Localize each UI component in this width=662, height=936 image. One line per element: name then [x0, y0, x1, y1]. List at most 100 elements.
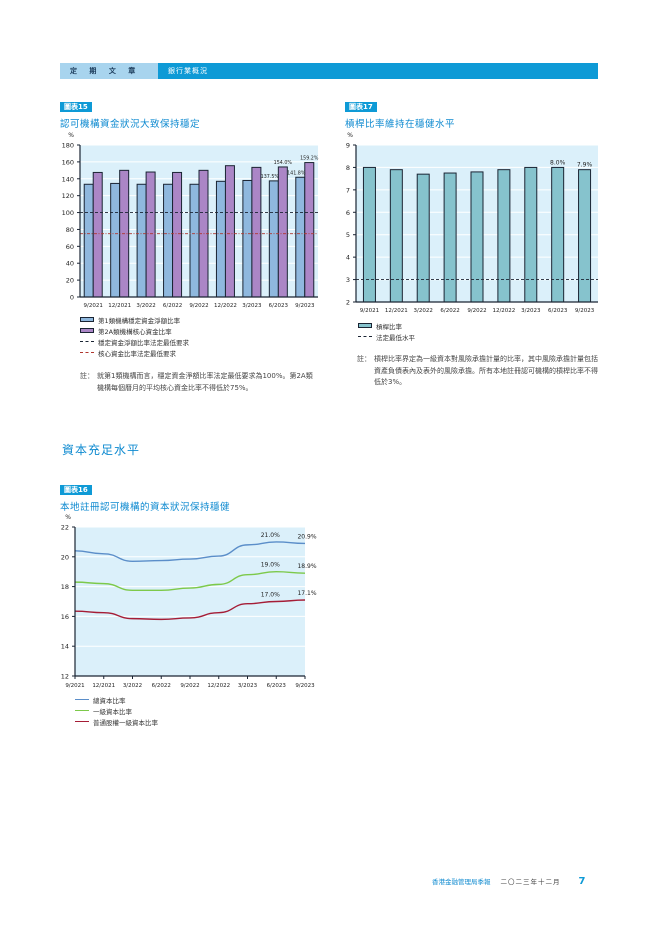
chart15-header: 圖表15 認可機構資金狀況大致保持穩定 [60, 94, 200, 130]
chart16-tag: 圖表16 [60, 485, 92, 495]
svg-text:12/2021: 12/2021 [385, 308, 408, 314]
running-header: 定 期 文 章 銀行業概況 [60, 63, 598, 79]
svg-text:8: 8 [346, 164, 350, 172]
svg-text:9/2021: 9/2021 [84, 303, 103, 309]
legend-label: 第2A類機構核心資金比率 [98, 327, 172, 336]
legend-label: 一級資本比率 [93, 707, 132, 716]
svg-text:3: 3 [346, 276, 350, 284]
svg-text:137.5%: 137.5% [261, 174, 280, 180]
legend-line-blue [75, 699, 89, 700]
svg-text:22: 22 [61, 524, 69, 532]
svg-text:80: 80 [66, 226, 74, 234]
svg-text:9/2022: 9/2022 [189, 303, 208, 309]
svg-text:160: 160 [62, 158, 74, 166]
svg-text:9/2023: 9/2023 [575, 308, 595, 314]
svg-text:120: 120 [62, 192, 74, 200]
legend-label: 第1類機構穩定資金淨額比率 [98, 316, 181, 325]
svg-text:0: 0 [70, 294, 74, 302]
svg-text:9/2023: 9/2023 [295, 303, 315, 309]
note-text: 就第1類機構而言，穩定資金淨額比率法定最低要求為100%。第2A類機構每個曆月的… [97, 372, 313, 392]
svg-text:14: 14 [61, 643, 69, 651]
svg-text:8.0%: 8.0% [550, 159, 566, 166]
chart17-note: 註： 槓桿比率界定為一級資本對風險承擔計量的比率，其中風險承擔計量包括資產負債表… [357, 354, 600, 389]
svg-text:19.0%: 19.0% [261, 562, 280, 569]
svg-text:6/2022: 6/2022 [163, 303, 182, 309]
legend-line-green [75, 710, 89, 711]
chart16-header: 圖表16 本地註冊認可機構的資本狀況保持穩健 [60, 477, 230, 513]
svg-text:20: 20 [61, 553, 69, 561]
page-footer: 香港金融管理局季報 二〇二三年十二月 7 [432, 876, 585, 887]
svg-text:12/2021: 12/2021 [108, 303, 131, 309]
svg-text:12/2022: 12/2022 [214, 303, 237, 309]
chart15-tag: 圖表15 [60, 102, 92, 112]
section-label: 定 期 文 章 [60, 63, 158, 79]
legend-label: 槓桿比率 [376, 322, 402, 331]
legend-item: 核心資金比率法定最低要求 [80, 347, 189, 358]
svg-text:%: % [65, 514, 71, 521]
svg-text:12/2022: 12/2022 [492, 308, 515, 314]
legend-dash-line [358, 336, 372, 337]
page-number: 7 [578, 876, 586, 887]
chart15-legend: 第1類機構穩定資金淨額比率 第2A類機構核心資金比率 穩定資金淨額比率法定最低要… [80, 314, 189, 358]
chart15-title: 認可機構資金狀況大致保持穩定 [60, 119, 201, 130]
legend-item: 第2A類機構核心資金比率 [80, 325, 189, 336]
note-text: 槓桿比率界定為一級資本對風險承擔計量的比率，其中風險承擔計量包括資產負債表內及表… [374, 355, 598, 386]
svg-text:5: 5 [346, 231, 350, 239]
svg-text:18: 18 [61, 583, 69, 591]
svg-text:21.0%: 21.0% [261, 532, 280, 539]
svg-text:18.9%: 18.9% [297, 563, 316, 570]
chart15-bar-chart: 0 20 40 60 80 100 120 140 160 180% 9/2021 12/2021 3/… [62, 132, 319, 309]
svg-text:2: 2 [346, 299, 350, 307]
legend-item: 第1類機構穩定資金淨額比率 [80, 314, 189, 325]
svg-text:9/2023: 9/2023 [295, 683, 315, 689]
svg-text:9: 9 [346, 142, 350, 150]
svg-text:6/2023: 6/2023 [548, 308, 568, 314]
legend-item: 法定最低水平 [358, 331, 415, 342]
legend-swatch-teal [358, 323, 372, 328]
svg-text:6/2022: 6/2022 [152, 683, 171, 689]
svg-text:20.9%: 20.9% [297, 533, 316, 540]
svg-text:3/2023: 3/2023 [238, 683, 258, 689]
legend-item: 一級資本比率 [75, 705, 158, 716]
svg-text:6/2022: 6/2022 [440, 308, 459, 314]
legend-item: 總資本比率 [75, 694, 158, 705]
svg-text:9/2022: 9/2022 [467, 308, 486, 314]
chart17-header: 圖表17 槓桿比率維持在穩健水平 [345, 94, 455, 130]
svg-text:100: 100 [62, 209, 74, 217]
chart16-title: 本地註冊認可機構的資本狀況保持穩健 [60, 502, 231, 513]
svg-text:%: % [347, 132, 353, 139]
chart17-title: 槓桿比率維持在穩健水平 [345, 119, 456, 130]
svg-text:9/2021: 9/2021 [65, 683, 84, 689]
svg-text:140: 140 [62, 175, 74, 183]
svg-text:40: 40 [66, 260, 74, 268]
svg-text:9/2022: 9/2022 [180, 683, 199, 689]
svg-text:3/2023: 3/2023 [242, 303, 262, 309]
legend-line-red [75, 721, 89, 722]
svg-text:180: 180 [62, 142, 74, 150]
legend-dashdot-line [80, 352, 94, 353]
legend-dash-line [80, 341, 94, 342]
legend-label: 普通股權一級資本比率 [93, 718, 158, 727]
svg-text:17.1%: 17.1% [297, 590, 316, 597]
legend-label: 法定最低水平 [376, 333, 415, 342]
svg-text:12/2021: 12/2021 [92, 683, 115, 689]
legend-label: 核心資金比率法定最低要求 [98, 349, 176, 358]
svg-text:17.0%: 17.0% [261, 592, 280, 599]
svg-text:20: 20 [66, 277, 74, 285]
chart15-note: 註： 就第1類機構而言，穩定資金淨額比率法定最低要求為100%。第2A類機構每個… [80, 371, 318, 394]
svg-text:60: 60 [66, 243, 74, 251]
note-prefix: 註： [80, 372, 94, 380]
svg-text:12/2022: 12/2022 [207, 683, 230, 689]
svg-text:3/2023: 3/2023 [521, 308, 541, 314]
svg-text:7.9%: 7.9% [577, 162, 593, 169]
legend-swatch-purple [80, 328, 94, 333]
legend-swatch-blue [80, 317, 94, 322]
svg-text:9/2021: 9/2021 [360, 308, 379, 314]
svg-text:3/2022: 3/2022 [136, 303, 155, 309]
svg-text:159.2%: 159.2% [300, 156, 319, 162]
legend-label: 總資本比率 [93, 696, 126, 705]
chart16-line-chart: 12 14 16 18 20 22% 9/2021 12/2021 3/2022 6/2022 9/… [61, 514, 317, 689]
svg-text:6: 6 [346, 209, 350, 217]
svg-text:3/2022: 3/2022 [123, 683, 142, 689]
legend-item: 槓桿比率 [358, 320, 415, 331]
